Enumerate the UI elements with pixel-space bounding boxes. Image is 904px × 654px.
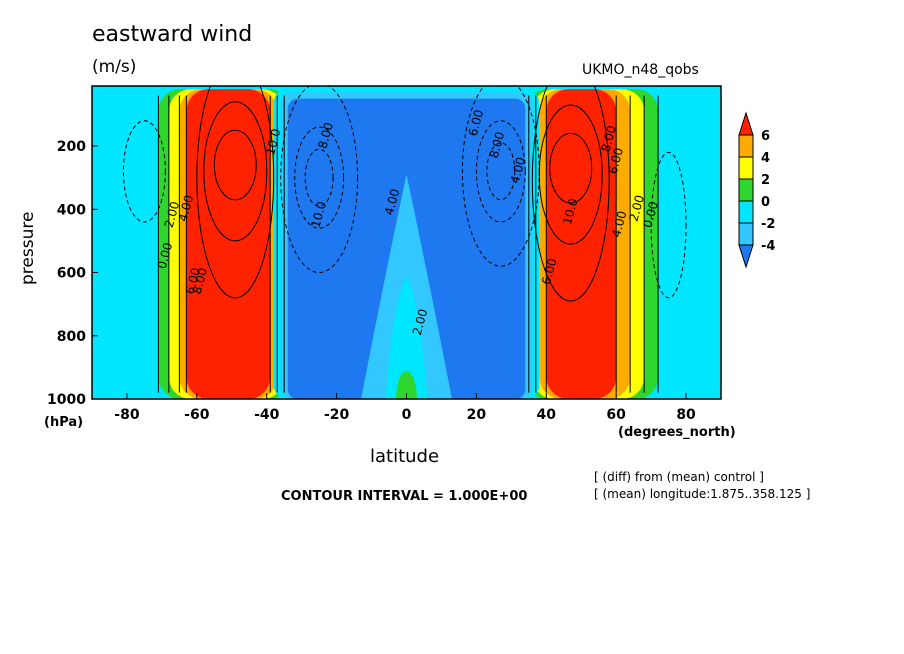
negative-contour-5 [486,142,516,201]
y-tick-label: 600 [57,266,86,282]
contour-label: 2.00 [410,307,430,336]
colorbar-level-label: 2 [761,173,770,188]
contour-label: 8.00 [599,124,619,153]
contour-label: 8.00 [316,121,336,150]
contour-label: 10.0 [560,197,580,226]
x-tick-label: -40 [254,407,280,423]
y-tick-label: 400 [57,202,86,218]
colorbar-top-arrow [738,111,754,136]
chart-title: eastward wind [92,22,253,47]
colorbar-level-label: 4 [761,151,770,166]
x-axis-label: latitude [370,446,440,467]
contour-label: 2.00 [627,194,647,223]
colorbar-segment [738,178,754,202]
x-axis-units: (degrees_north) [618,425,736,440]
colorbar-level-label: -2 [761,217,775,232]
colorbar-segment [738,156,754,180]
y-tick-label: 1000 [47,392,86,408]
colorbar-segment [738,222,754,246]
negative-contour-0 [280,86,359,274]
contour-label: 10.0 [309,200,329,229]
jet-contour-0 [213,129,257,201]
colorbar-bottom-arrow [738,244,754,269]
contour-label: 0.00 [155,241,175,270]
colorbar-segment [738,200,754,224]
x-tick-label: -60 [184,407,210,423]
contour-label: 6.00 [466,108,486,137]
negative-contour-4 [475,120,526,223]
contour-label: 4.00 [609,209,629,238]
colorbar-level-label: 6 [761,129,770,144]
contour-label: 6.00 [539,257,559,286]
equatorial-core [385,275,428,399]
x-tick-label: -80 [114,407,140,423]
negative-contour-2 [304,148,334,207]
jet-contour-1 [203,101,268,242]
jet-contour-5 [531,86,610,302]
north-jet-band-3 [546,89,617,399]
contour-label: 2.00 [162,200,182,229]
y-tick-label: 800 [57,329,86,345]
run-label: UKMO_n48_qobs [582,62,699,78]
y-axis-units: (hPa) [44,415,84,430]
x-tick-label: 20 [467,407,487,423]
contour-label: 4.00 [176,194,196,223]
x-tick-label: 40 [537,407,557,423]
contour-interval: CONTOUR INTERVAL = 1.000E+00 [281,489,528,504]
y-tick-label: 200 [57,139,86,155]
contour-label: 8.00 [487,130,507,159]
x-tick-label: 0 [402,407,412,423]
negative-contour-1 [294,126,345,229]
south-jet-band-3 [186,89,271,399]
colorbar-level-label: 0 [761,195,770,210]
negative-contour-6 [122,120,166,223]
equatorial-surface-westerly [396,371,417,399]
contour-label: 10.0 [263,127,283,156]
mean-note: [ (mean) longitude:1.875..358.125 ] [594,487,811,501]
contour-label: 4.00 [382,187,402,216]
jet-contour-3 [549,132,593,204]
contour-label: 6.00 [606,146,626,175]
jet-contour-4 [538,104,603,245]
diff-note: [ (diff) from (mean) control ] [594,470,764,484]
contour-label: 8.00 [190,266,210,295]
negative-contour-7 [650,151,687,299]
x-tick-label: 60 [606,407,626,423]
contour-label: 6.00 [183,266,203,295]
x-tick-label: -20 [324,407,350,423]
contour-label: 0.00 [641,200,661,229]
chart-units: (m/s) [92,57,137,77]
contour-label: 4.00 [508,156,528,185]
y-axis-label: pressure [18,211,38,285]
colorbar-level-label: -4 [761,239,775,254]
colorbar-segment [738,134,754,158]
jet-contour-2 [196,86,275,299]
x-tick-label: 80 [676,407,696,423]
